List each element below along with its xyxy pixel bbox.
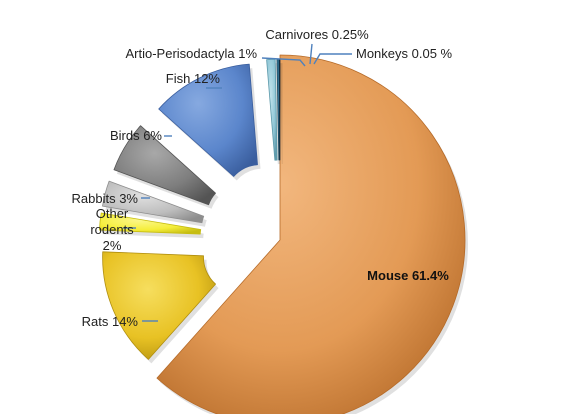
leader-lines-layer <box>123 43 352 322</box>
slice-label-rabbits: Rabbits 3% <box>72 191 139 206</box>
slice-shadow-carnivores <box>279 63 283 165</box>
slice-label-fish: Fish 12% <box>166 71 221 86</box>
pie-slice-other-rodents <box>99 212 202 235</box>
slice-label-artio-perisodactyla: Artio-Perisodactyla 1% <box>126 46 258 61</box>
labels-layer: Mouse 61.4%Rats 14%Other rodents 2%Rabbits… <box>72 27 453 329</box>
slice-label-other-rodents: Other rodents 2% <box>90 206 134 253</box>
pie-slice-fish <box>158 63 258 177</box>
slice-label-mouse: Mouse 61.4% <box>367 268 449 283</box>
leader-line-artio-perisodactyla <box>261 57 306 67</box>
slice-label-rats: Rats 14% <box>82 314 139 329</box>
slice-label-line-other-rodents-0: Other <box>96 206 129 221</box>
slice-label-birds: Birds 6% <box>110 128 162 143</box>
pie-slice-birds <box>113 125 216 206</box>
pie-slice-mouse <box>156 54 466 414</box>
leader-line-carnivores <box>309 43 313 65</box>
slice-label-carnivores: Carnivores 0.25% <box>265 27 369 42</box>
slice-label-line-other-rodents-2: 2% <box>103 238 122 253</box>
leader-line-monkeys <box>313 53 352 65</box>
pie-slice-rabbits <box>102 180 205 224</box>
pie-slice-artio-perisodactyla <box>266 58 278 161</box>
slice-label-line-other-rodents-1: rodents <box>90 222 134 237</box>
slices-layer <box>99 54 468 414</box>
slice-label-monkeys: Monkeys 0.05 % <box>356 46 453 61</box>
pie-slice-rats <box>102 251 216 360</box>
